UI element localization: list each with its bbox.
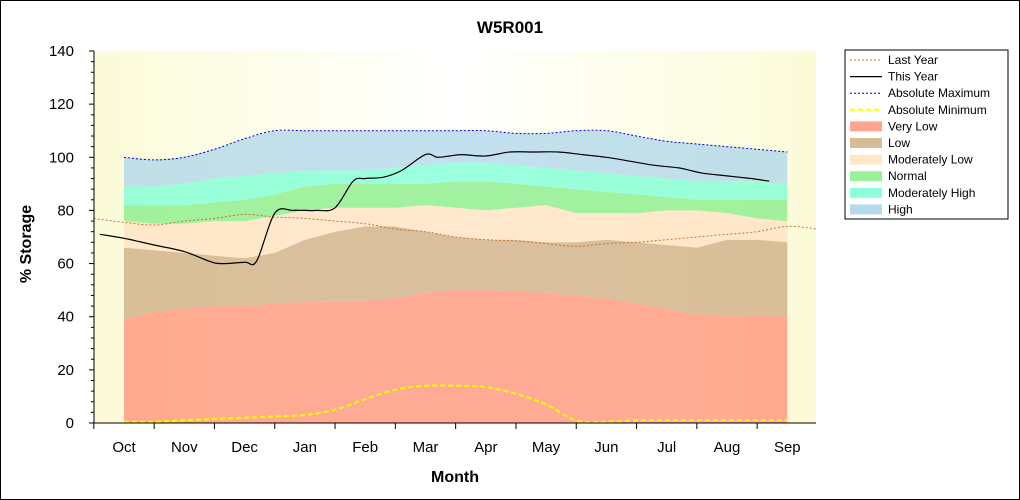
plot-area — [94, 51, 818, 423]
y-tick-label: 100 — [49, 149, 74, 166]
chart-frame: 0 20 40 60 80 100 120 140 Oct Nov Dec Jan Feb Mar Apr M… — [0, 0, 1020, 500]
legend-swatch-normal — [850, 171, 882, 181]
legend-swatch-moderately-high — [850, 188, 882, 198]
y-axis-title: % Storage — [18, 205, 35, 283]
y-tick-label: 80 — [57, 202, 74, 219]
x-tick-label: Sep — [774, 439, 801, 456]
legend-label-high: High — [888, 202, 913, 216]
y-tick-label: 0 — [66, 415, 74, 432]
legend-label-moderately-high: Moderately High — [888, 186, 975, 200]
legend-swatch-very-low — [850, 121, 882, 131]
y-tick-label: 60 — [57, 256, 74, 273]
chart-title: W5R001 — [477, 18, 543, 37]
storage-chart: 0 20 40 60 80 100 120 140 Oct Nov Dec Jan Feb Mar Apr M… — [1, 1, 1019, 499]
x-tick-label: Oct — [112, 439, 136, 456]
x-tick-label: Nov — [171, 439, 198, 456]
legend: Last Year This Year Absolute Maximum Absolu… — [845, 50, 1008, 219]
legend-swatch-moderately-low — [850, 155, 882, 165]
x-tick-label: May — [532, 439, 561, 456]
legend-label-normal: Normal — [888, 169, 927, 183]
y-tick-label: 140 — [49, 43, 74, 60]
x-tick-label: Dec — [231, 439, 258, 456]
legend-label-absolute-maximum: Absolute Maximum — [888, 86, 990, 100]
legend-label-moderately-low: Moderately Low — [888, 153, 973, 167]
x-tick-label: Jul — [657, 439, 676, 456]
x-tick-label: Jan — [293, 439, 317, 456]
x-tick-label: Feb — [352, 439, 378, 456]
x-tick-label: Aug — [714, 439, 741, 456]
x-tick-label: Jun — [594, 439, 618, 456]
legend-label-this-year: This Year — [888, 70, 938, 84]
y-tick-label: 120 — [49, 96, 74, 113]
x-axis-title: Month — [431, 469, 479, 486]
legend-label-low: Low — [888, 136, 910, 150]
x-tick-label: Apr — [474, 439, 497, 456]
legend-label-absolute-minimum: Absolute Minimum — [888, 103, 987, 117]
legend-label-very-low: Very Low — [888, 119, 938, 133]
legend-label-last-year: Last Year — [888, 53, 938, 67]
legend-swatch-high — [850, 204, 882, 214]
legend-swatch-low — [850, 138, 882, 148]
x-tick-label: Mar — [413, 439, 439, 456]
y-tick-label: 20 — [57, 362, 74, 379]
y-tick-label: 40 — [57, 309, 74, 326]
